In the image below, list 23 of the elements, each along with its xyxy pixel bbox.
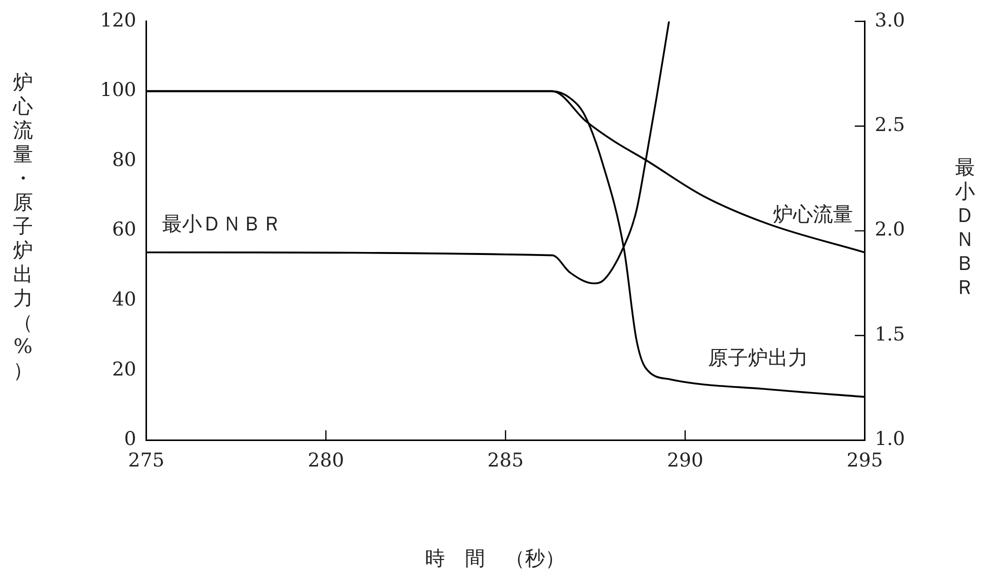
y2-tick-label: 2.0	[874, 218, 905, 241]
series-label: 最小ＤＮＢＲ	[162, 212, 282, 236]
x-axis-title: 時 間 （秒）	[424, 545, 566, 572]
x-tick-label: 285	[487, 450, 524, 472]
y-tick-label: 80	[112, 148, 136, 171]
y-tick-label: 20	[112, 358, 136, 380]
y2-tick-label: 1.5	[874, 323, 905, 346]
series-label: 炉心流量	[773, 202, 854, 226]
text: 炉心流量・原子炉出力（%）	[13, 70, 33, 382]
x-tick-label: 280	[308, 450, 344, 472]
series-label: 原子炉出力	[708, 345, 808, 370]
y2-tick-label: 3.0	[874, 9, 905, 32]
y-tick-label: 0	[124, 428, 136, 450]
y2-axis-title: 最小ＤＮＢＲ	[954, 155, 976, 299]
y-tick-label: 60	[112, 218, 136, 241]
x-tick-label: 275	[128, 450, 164, 472]
y2-tick-label: 2.5	[874, 114, 905, 136]
y-tick-label: 40	[112, 288, 136, 311]
y2-tick-label: 1.0	[874, 428, 905, 450]
y-tick-label: 120	[100, 9, 136, 32]
x-tick-label: 290	[667, 450, 704, 472]
y-tick-label: 100	[100, 79, 136, 102]
x-tick-label: 295	[846, 450, 883, 472]
